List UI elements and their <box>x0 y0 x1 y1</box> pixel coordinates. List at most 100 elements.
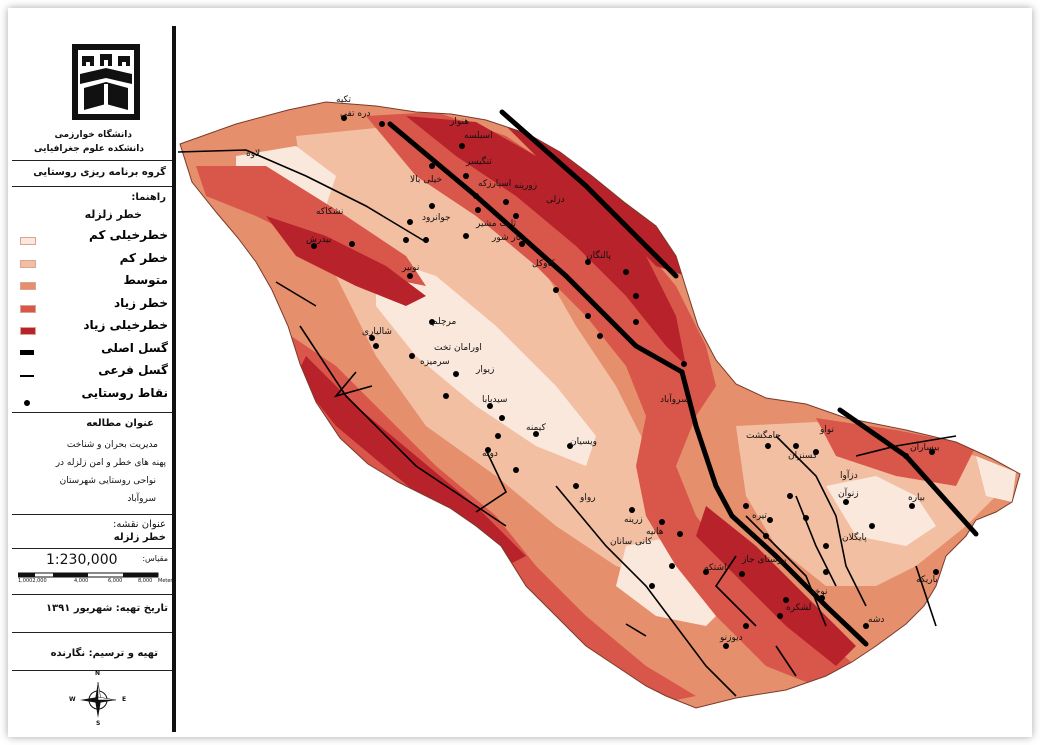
village-point <box>553 287 559 293</box>
village-label: سرمیزه <box>420 357 450 367</box>
legend-item: گسل اصلی <box>18 341 168 363</box>
village-point <box>823 543 829 549</box>
village-point <box>379 121 385 127</box>
village-point <box>681 361 687 367</box>
village-label: اورامان تخت <box>434 343 482 353</box>
village-point <box>813 449 819 455</box>
legend-swatch <box>20 259 36 268</box>
village-point <box>763 533 769 539</box>
main-fault <box>679 369 869 647</box>
village-label: تنگیسر <box>465 155 492 167</box>
village-point <box>463 173 469 179</box>
study-title-line: پهنه های خطر و امن زلزله در <box>55 458 166 468</box>
sidebar-divider <box>172 26 176 732</box>
legend-subheading: خطر زلزله <box>84 208 142 221</box>
legend-item: نقاط روستایی <box>18 386 168 408</box>
village-point <box>585 259 591 265</box>
legend-item-label: خطر زیاد <box>113 295 168 310</box>
main-fault <box>499 109 679 279</box>
village-point <box>659 519 665 525</box>
village-point <box>703 569 709 575</box>
scale-unit: Meters <box>158 578 176 584</box>
village-label: جوانرود <box>422 213 451 223</box>
legend-item: گسل فرعی <box>18 363 168 385</box>
south-label: S <box>96 720 101 727</box>
legend-item: خطر زیاد <box>18 296 168 318</box>
village-point <box>513 467 519 473</box>
village-point <box>677 531 683 537</box>
legend-heading: راهنما: <box>131 192 166 203</box>
map-title-heading: عنوان نقشه: <box>113 519 166 530</box>
village-point <box>349 241 355 247</box>
village-point <box>903 453 909 459</box>
zone-very-low <box>376 256 596 466</box>
legend-item-label: گسل فرعی <box>98 363 168 377</box>
university-logo-icon <box>72 44 140 120</box>
map-sidebar: دانشگاه خوارزمی دانشکده علوم جغرافیایی گ… <box>12 26 176 732</box>
village-point <box>495 433 501 439</box>
village-label: لاوه <box>246 149 260 159</box>
village-point <box>869 523 875 529</box>
secondary-fault <box>275 281 317 307</box>
village-label: زرینه <box>624 515 643 525</box>
village-dot-swatch <box>24 399 30 406</box>
village-label: بیاره <box>908 493 925 503</box>
village-point <box>767 517 773 523</box>
village-label: باریکه <box>916 575 938 585</box>
secondary-fault <box>775 645 797 677</box>
village-label: نار شور <box>491 233 521 243</box>
legend-swatch <box>20 327 36 335</box>
village-point <box>373 343 379 349</box>
zone-very-high <box>266 216 426 306</box>
village-point <box>573 483 579 489</box>
study-title-line: نواحی روستایی شهرستان <box>59 476 156 486</box>
date-text: تاریخ تهیه: شهریور ۱۳۹۱ <box>45 603 168 614</box>
legend-item: متوسط <box>18 273 168 295</box>
secondary-fault <box>915 565 937 627</box>
village-label: اشتکه <box>704 563 727 573</box>
university-name: دانشگاه خوارزمی <box>54 130 132 140</box>
village-point <box>429 203 435 209</box>
scale-tick-label: 8,000 <box>138 578 153 584</box>
earthquake-risk-map: تکیه دره تفی هنوار اسبلسه تنگیسر لاوه خی… <box>177 95 1021 709</box>
secondary-faults <box>177 149 957 697</box>
legend-item: خطر کم <box>18 251 168 273</box>
village-point <box>519 241 525 247</box>
village-point <box>513 213 519 219</box>
legend-item-label: خطرخیلی کم <box>89 228 168 242</box>
scale-value: 1:230,000 <box>46 552 118 568</box>
village-point <box>407 219 413 225</box>
faculty-name: دانشکده علوم جغرافیایی <box>34 144 144 154</box>
scale-bar <box>18 572 159 578</box>
village-point <box>777 613 783 619</box>
village-label: دیوزنو <box>719 633 743 643</box>
village-label: رواو <box>579 493 596 503</box>
village-point <box>633 293 639 299</box>
legend-item-label: خطرخیلی زیاد <box>83 318 168 332</box>
secondary-fault <box>475 449 508 513</box>
legend-item: خطرخیلی زیاد <box>18 318 168 340</box>
village-point <box>409 353 415 359</box>
village-label: اسپارزکه <box>478 179 511 189</box>
village-point <box>597 333 603 339</box>
village-label: دزآوا <box>840 469 858 481</box>
village-point <box>723 643 729 649</box>
village-point <box>429 319 435 325</box>
village-label: دوله <box>482 449 498 459</box>
village-point <box>567 443 573 449</box>
village-label: سروآباد <box>660 393 689 405</box>
village-label: تکیه <box>336 95 352 105</box>
village-point <box>463 233 469 239</box>
scale-heading: مقیاس: <box>142 554 168 563</box>
village-label: هنوار <box>449 117 469 127</box>
village-label: دزلی <box>546 195 565 205</box>
author-text: تهیه و ترسیم: نگارنده <box>50 648 158 659</box>
village-label: نشکاکه <box>316 207 343 217</box>
village-label: نواو <box>819 425 834 435</box>
village-point <box>485 447 491 453</box>
village-point <box>649 583 655 589</box>
main-fault <box>387 121 685 375</box>
legend-item-label: خطر کم <box>119 250 168 265</box>
secondary-fault <box>745 515 827 627</box>
village-label: هانیه <box>646 527 664 537</box>
